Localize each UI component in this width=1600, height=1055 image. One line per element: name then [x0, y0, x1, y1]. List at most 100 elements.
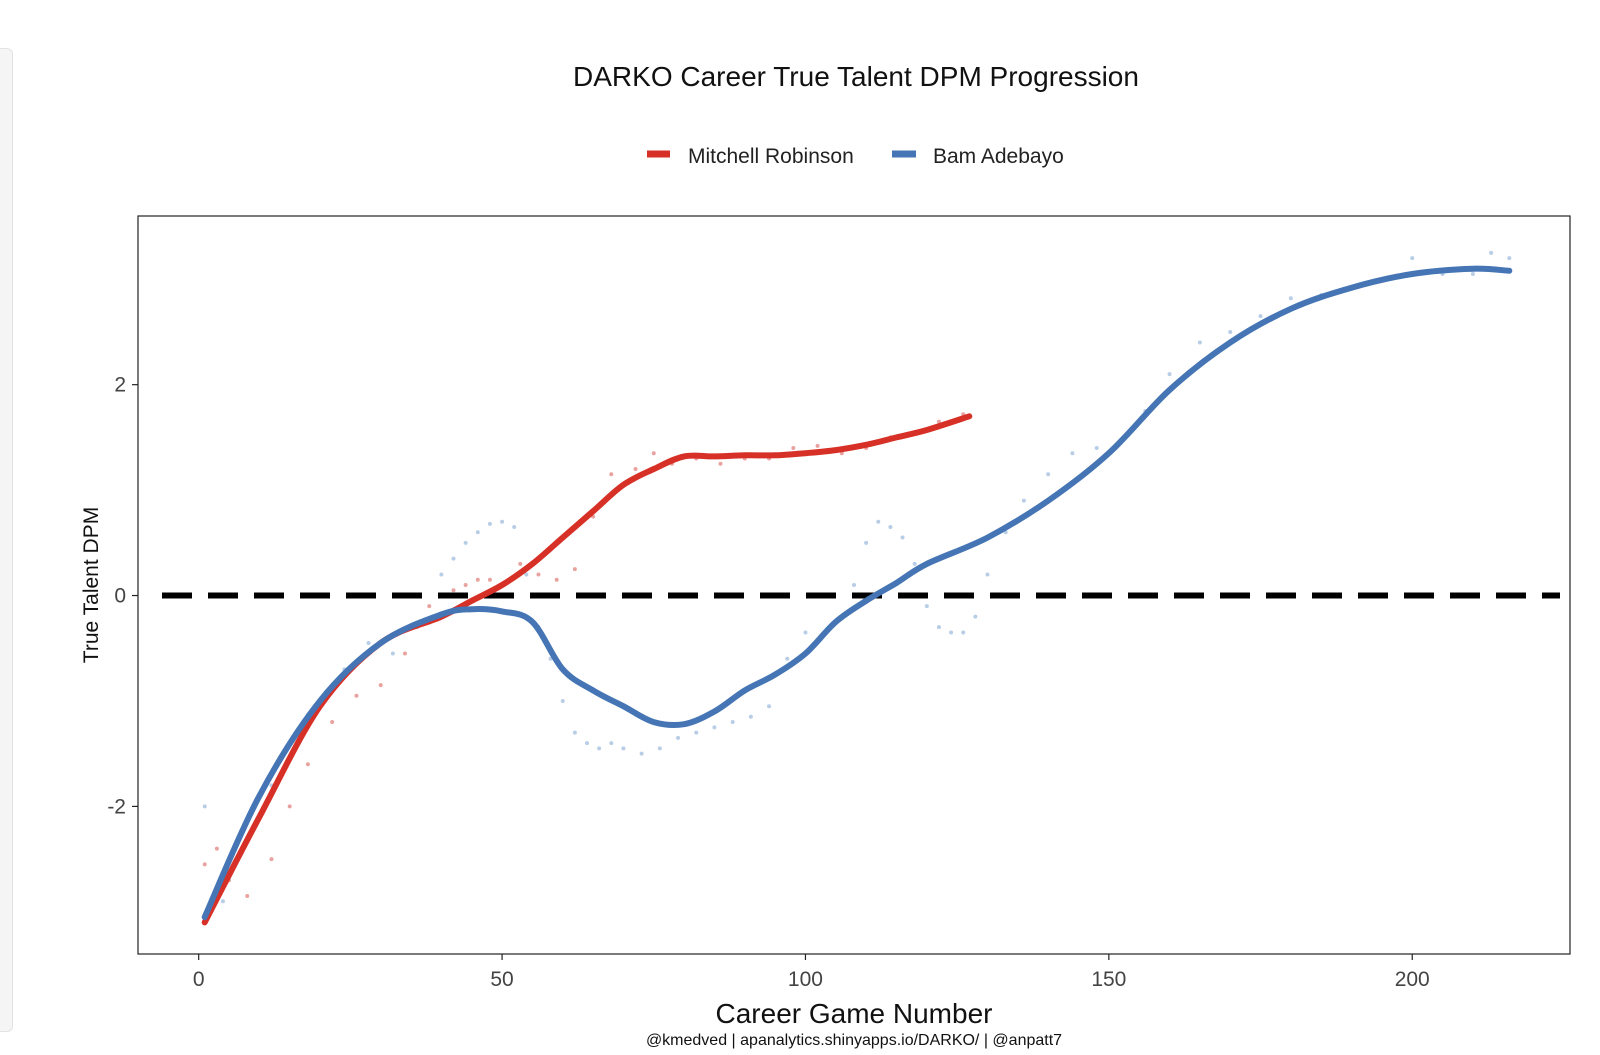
raw-point-bam-adebayo	[639, 751, 644, 756]
x-tick-label: 100	[788, 968, 823, 991]
raw-point-bam-adebayo	[973, 614, 978, 619]
raw-point-mitchell-robinson	[791, 445, 796, 450]
raw-point-mitchell-robinson	[554, 577, 559, 582]
raw-point-mitchell-robinson	[451, 588, 456, 593]
raw-point-bam-adebayo	[900, 535, 905, 540]
y-tick-label: 0	[114, 585, 126, 608]
raw-point-bam-adebayo	[1489, 250, 1494, 255]
raw-point-bam-adebayo	[694, 730, 699, 735]
x-tick-label: 0	[193, 968, 205, 991]
legend-label-bam-adebayo: Bam Adebayo	[933, 145, 1064, 168]
raw-point-bam-adebayo	[912, 561, 917, 566]
raw-point-bam-adebayo	[785, 656, 790, 661]
series-line-bam-adebayo	[201, 265, 1513, 921]
side-panel-edge	[0, 48, 13, 1032]
raw-point-bam-adebayo	[366, 640, 371, 645]
raw-point-bam-adebayo	[585, 741, 590, 746]
raw-point-bam-adebayo	[803, 630, 808, 635]
raw-point-mitchell-robinson	[287, 804, 292, 809]
raw-point-mitchell-robinson	[633, 467, 638, 472]
raw-point-bam-adebayo	[1197, 340, 1202, 345]
raw-point-bam-adebayo	[1167, 372, 1172, 377]
raw-point-mitchell-robinson	[463, 583, 468, 587]
raw-point-mitchell-robinson	[305, 762, 310, 767]
raw-point-mitchell-robinson	[651, 451, 656, 456]
raw-point-mitchell-robinson	[518, 561, 523, 566]
raw-point-bam-adebayo	[888, 525, 893, 530]
raw-point-bam-adebayo	[597, 746, 602, 751]
raw-point-bam-adebayo	[621, 746, 626, 751]
raw-point-bam-adebayo	[961, 630, 966, 635]
raw-point-mitchell-robinson	[214, 846, 219, 851]
raw-point-bam-adebayo	[512, 525, 517, 530]
y-tick-label: -2	[107, 795, 126, 818]
x-axis-label: Career Game Number	[716, 998, 993, 1029]
raw-point-bam-adebayo	[202, 804, 207, 809]
raw-point-bam-adebayo	[1094, 445, 1099, 450]
x-tick-label: 50	[490, 968, 513, 991]
raw-point-mitchell-robinson	[536, 572, 541, 577]
y-tick-label: 2	[114, 374, 126, 397]
raw-point-bam-adebayo	[1470, 271, 1475, 276]
raw-point-bam-adebayo	[748, 714, 753, 719]
raw-point-bam-adebayo	[463, 540, 468, 545]
raw-point-bam-adebayo	[730, 720, 735, 725]
raw-point-bam-adebayo	[524, 572, 529, 577]
legend: Mitchell Robinson Bam Adebayo	[647, 145, 1064, 168]
raw-point-mitchell-robinson	[269, 857, 274, 862]
raw-point-mitchell-robinson	[378, 683, 383, 688]
raw-point-mitchell-robinson	[815, 443, 820, 448]
raw-point-mitchell-robinson	[245, 894, 250, 899]
raw-point-bam-adebayo	[712, 725, 717, 730]
raw-point-mitchell-robinson	[202, 862, 207, 867]
raw-point-bam-adebayo	[1507, 256, 1512, 261]
raw-point-bam-adebayo	[1228, 329, 1233, 334]
raw-point-bam-adebayo	[1021, 498, 1026, 503]
raw-point-bam-adebayo	[985, 572, 990, 577]
raw-point-bam-adebayo	[475, 530, 480, 535]
raw-point-mitchell-robinson	[427, 604, 432, 609]
raw-point-mitchell-robinson	[572, 567, 577, 572]
x-tick-label: 150	[1091, 968, 1126, 991]
series-lines	[201, 265, 1513, 926]
raw-point-bam-adebayo	[1046, 472, 1051, 477]
raw-point-bam-adebayo	[876, 519, 881, 524]
raw-point-bam-adebayo	[676, 735, 681, 740]
raw-point-bam-adebayo	[609, 741, 614, 746]
raw-point-mitchell-robinson	[609, 472, 614, 477]
raw-point-bam-adebayo	[1288, 296, 1293, 301]
raw-point-bam-adebayo	[1258, 314, 1263, 319]
raw-point-bam-adebayo	[949, 630, 954, 635]
raw-point-bam-adebayo	[439, 572, 444, 577]
raw-point-bam-adebayo	[500, 519, 505, 524]
x-tick-label: 200	[1395, 968, 1430, 991]
raw-point-bam-adebayo	[1410, 256, 1415, 261]
raw-point-mitchell-robinson	[475, 577, 480, 582]
raw-point-bam-adebayo	[220, 899, 225, 904]
raw-point-mitchell-robinson	[936, 419, 941, 424]
raw-point-bam-adebayo	[864, 540, 869, 545]
y-axis-label: True Talent DPM	[80, 507, 103, 663]
raw-point-bam-adebayo	[657, 746, 662, 751]
chart-title: DARKO Career True Talent DPM Progression	[573, 61, 1139, 92]
legend-label-mitchell-robinson: Mitchell Robinson	[688, 145, 854, 168]
raw-point-bam-adebayo	[451, 556, 456, 561]
raw-point-mitchell-robinson	[354, 693, 359, 698]
raw-point-bam-adebayo	[852, 583, 856, 587]
x-axis: 0 50 100 150 200	[193, 954, 1430, 991]
raw-point-mitchell-robinson	[330, 720, 335, 725]
raw-point-bam-adebayo	[572, 730, 577, 735]
y-axis: -2 0 2	[107, 374, 138, 818]
raw-point-bam-adebayo	[487, 521, 492, 526]
raw-point-bam-adebayo	[936, 625, 941, 630]
raw-point-bam-adebayo	[1070, 451, 1075, 456]
raw-point-bam-adebayo	[924, 604, 929, 609]
raw-point-mitchell-robinson	[718, 461, 723, 466]
raw-point-mitchell-robinson	[487, 577, 492, 582]
caption: @kmedved | apanalytics.shinyapps.io/DARK…	[646, 1032, 1062, 1049]
raw-point-bam-adebayo	[767, 704, 772, 709]
raw-point-mitchell-robinson	[402, 651, 407, 656]
raw-point-bam-adebayo	[390, 651, 395, 656]
raw-point-bam-adebayo	[560, 698, 565, 703]
